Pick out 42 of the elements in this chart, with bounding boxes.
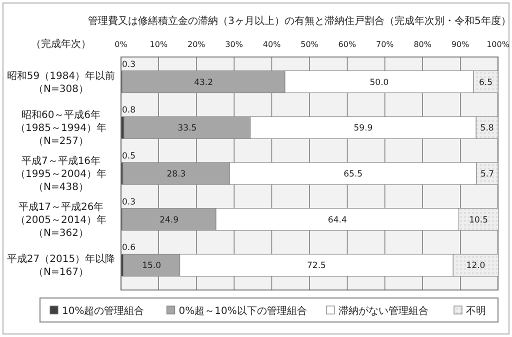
x-tick-label: 70% (376, 40, 394, 49)
data-label: 59.9 (354, 124, 373, 134)
text: 不明 (466, 306, 486, 317)
data-label: 64.4 (328, 215, 347, 226)
data-label: 65.5 (344, 170, 363, 180)
x-tick-label: 10% (150, 40, 168, 49)
data-label: 72.5 (307, 261, 326, 272)
chart-title: 管理費又は修繕積立金の滞納（3ヶ月以上）の有無と滞納住戸割合（完成年次別・令和5年度） (88, 15, 511, 27)
data-label: 0.3 (122, 197, 136, 208)
data-label: 33.5 (178, 124, 197, 134)
data-label: 15.0 (142, 261, 162, 272)
y-axis-title: （完成年次） (31, 38, 91, 50)
x-tick-label: 0% (114, 40, 128, 49)
legend-label: 0%超～10%以下の管理組合 (178, 305, 307, 317)
data-label: 12.0 (466, 261, 486, 272)
data-label: 28.3 (166, 170, 186, 180)
data-label: 5.7 (480, 170, 494, 180)
data-label: 0.5 (122, 151, 136, 162)
data-label: 5.8 (480, 124, 494, 134)
y-tick-label: 平成27（2015）年以降（N=167） (6, 253, 116, 278)
text: 滞納がない管理組合 (338, 305, 428, 317)
data-label: 0.8 (122, 106, 136, 116)
y-tick-label: 昭和59（1984）年以前（N=308） (6, 70, 116, 95)
data-label: 43.2 (194, 78, 214, 88)
x-tick-label: 100% (486, 40, 510, 49)
x-tick-label: 80% (414, 40, 432, 49)
y-tick-label: 昭和60～平成6年（1985～1994）年（N=257） (16, 109, 106, 148)
data-label: 50.0 (370, 78, 389, 88)
x-tick-label: 30% (225, 40, 244, 49)
x-tick-label: 50% (300, 40, 319, 49)
data-label: 0.3 (122, 60, 136, 70)
data-label: 0.6 (122, 243, 136, 254)
data-label: 6.5 (478, 78, 493, 88)
x-tick-label: 40% (262, 40, 282, 49)
y-tick-label: 平成17～平成26年（2005～2014）年（N=362） (16, 200, 106, 239)
x-tick-label: 60% (338, 40, 356, 49)
x-tick-label: 90% (451, 40, 470, 49)
legend-label: 10%超の管理組合 (62, 305, 144, 317)
y-tick-label: 平成7～平成16年（1995～2004）年（N=438） (16, 155, 106, 193)
data-label: 10.5 (469, 215, 488, 226)
x-tick-label: 20% (188, 40, 206, 49)
data-label: 24.9 (160, 215, 179, 226)
